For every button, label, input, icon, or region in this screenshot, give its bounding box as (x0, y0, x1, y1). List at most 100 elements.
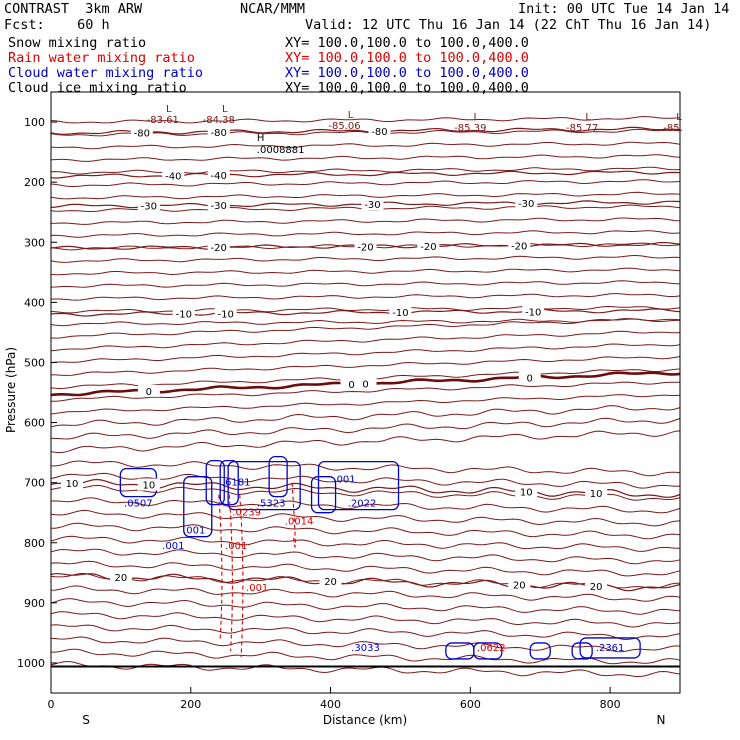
cloud-water-max-label: .5323 (257, 499, 286, 510)
isotherm (50, 636, 681, 653)
temp-min-label: -85.77 (566, 123, 598, 134)
isotherm (50, 141, 681, 150)
cloud-water-max-label: .0507 (124, 499, 153, 510)
cloud-water-max-label: .001 (183, 526, 205, 537)
isotherm (50, 497, 681, 514)
plot-frame (50, 91, 681, 694)
label-bg (368, 124, 391, 137)
isotherm (51, 648, 681, 665)
field-snow-name: Snow mixing ratio (8, 35, 147, 51)
isotherm (50, 611, 681, 628)
header-org: NCAR/MMM (240, 1, 306, 17)
isotherm-labeled (50, 573, 681, 592)
isotherm-label: 10 (66, 479, 79, 490)
label-bg (137, 478, 160, 491)
cloud-water-contour (219, 459, 239, 506)
y-tick-label: 700 (24, 477, 45, 490)
cloud-water-max-label: .001 (333, 475, 355, 486)
isotherm (50, 318, 680, 327)
x-end-right: N (657, 713, 666, 727)
isotherm (50, 585, 681, 602)
axes: 0 200 400 600 800100200300400500600700800900… (17, 116, 621, 711)
cloud-water-max-label: .6181 (222, 478, 251, 489)
temp-min-label: -83.61 (147, 115, 179, 126)
isotherm-label: 10 (520, 488, 533, 499)
isotherm-label: -20 (357, 242, 373, 253)
cloud-water-contour (317, 461, 400, 511)
isotherm (50, 179, 681, 188)
y-tick-label: 600 (24, 417, 45, 430)
ice-max-label: .0008881 (257, 145, 305, 156)
isotherm (50, 343, 681, 364)
rain-water-contour (291, 482, 296, 548)
temp-min-label: -85. (663, 123, 683, 134)
isotherm-label: -80 (371, 127, 387, 138)
label-bg (207, 169, 230, 182)
isotherm (50, 560, 681, 577)
header-model: CONTRAST 3km ARW (4, 1, 143, 17)
rain-water-max-label: .001 (225, 541, 247, 552)
isotherm (51, 522, 681, 540)
label-bg (354, 377, 377, 390)
isotherm (50, 394, 681, 415)
isotherm-label: 20 (590, 582, 603, 593)
isotherm (50, 254, 681, 263)
isotherm (50, 191, 681, 200)
isotherm (50, 166, 681, 175)
isotherm-labeled (50, 308, 681, 317)
label-bg (137, 384, 160, 397)
isotherm-label: -80 (134, 128, 150, 139)
header-init: Init: 00 UTC Tue 14 Jan 14 (518, 1, 730, 17)
cloud-water-max-label: .2361 (596, 643, 625, 654)
isotherm-label: 20 (513, 581, 526, 592)
contour-labels: -80 -80 -80 -40 -40 -30 -30 -30 -30 -20 -20 -20 -20 -… (60, 104, 683, 654)
cloud-water-contour (571, 642, 593, 660)
label-bg (585, 487, 608, 500)
label-bg (207, 199, 230, 212)
isotherm (50, 548, 681, 565)
y-axis-label: Pressure (hPa) (4, 347, 18, 433)
isotherm-labeled (50, 126, 681, 135)
isotherm-labeled (50, 170, 681, 179)
label-bg (162, 169, 185, 182)
isotherm-label: -30 (211, 201, 227, 212)
isotherm (51, 381, 681, 402)
x-tick-label: 600 (460, 698, 481, 711)
rain-water-max-label: .0239 (232, 508, 261, 519)
cloud-water-contour (183, 476, 213, 538)
label-bg (515, 197, 538, 210)
x-tick-label: 400 (320, 698, 341, 711)
hydrometeor-contours (119, 455, 641, 660)
low-marker: L (348, 110, 354, 121)
x-axis-label: Distance (km) (323, 713, 407, 727)
cloud-water-contour (205, 459, 225, 506)
rain-water-max-label: .001 (246, 583, 268, 594)
rain-water-max-label: .0622 (477, 643, 506, 654)
label-bg (522, 305, 545, 318)
rain-water-contour (239, 494, 244, 657)
isotherm (50, 280, 680, 288)
x-end-left: S (82, 713, 90, 727)
isotherm (50, 128, 681, 137)
y-tick-label: 800 (24, 537, 45, 550)
isotherm-label: 20 (324, 577, 337, 588)
label-bg (518, 371, 541, 384)
isotherm-label: 0 (146, 387, 152, 398)
cloud-water-max-label: .001 (162, 541, 184, 552)
label-bg (417, 239, 440, 252)
y-tick-label: 900 (24, 597, 45, 610)
isotherm (50, 509, 681, 527)
label-bg (109, 571, 132, 584)
rain-water-max-label: .0014 (285, 517, 314, 528)
label-bg (389, 306, 412, 319)
rain-water-contour (218, 494, 223, 639)
isotherm-label: 0 (362, 379, 368, 390)
isotherm (50, 154, 681, 162)
isotherm (50, 405, 681, 428)
isotherm (50, 356, 681, 376)
ice-high-marker: H (257, 133, 265, 144)
isotherm-label: -40 (165, 171, 181, 182)
field-cloud-name: Cloud water mixing ratio (8, 65, 204, 81)
temp-min-label: -85.39 (454, 123, 486, 134)
